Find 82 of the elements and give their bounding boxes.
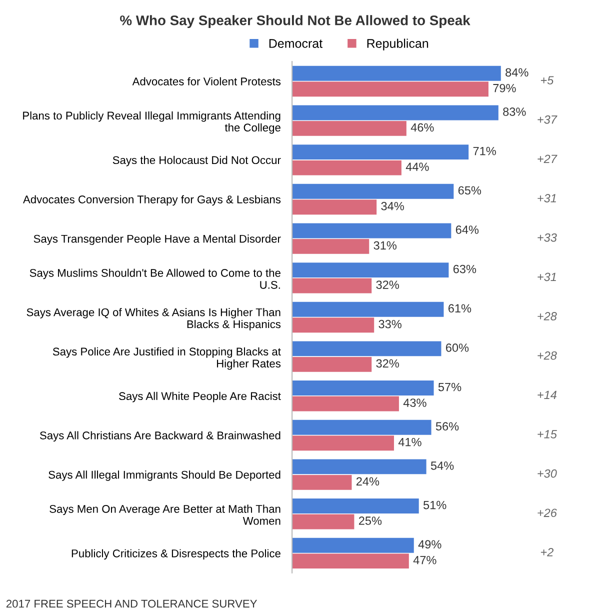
bar bbox=[292, 200, 377, 215]
data-label: 57% bbox=[438, 382, 462, 392]
data-label: 64% bbox=[456, 226, 479, 234]
text: +27 bbox=[538, 154, 558, 163]
text: +28 bbox=[538, 351, 557, 360]
bar bbox=[292, 356, 372, 372]
data-label: 83% bbox=[503, 108, 526, 116]
data-label: 84% bbox=[506, 68, 528, 77]
bar bbox=[292, 66, 501, 81]
text: +31 bbox=[538, 194, 556, 202]
bar bbox=[292, 396, 399, 412]
text: +15 bbox=[538, 430, 557, 438]
data-label: 79% bbox=[493, 84, 516, 92]
y-tick-label: Says Transgender People Have a Mental Disorder bbox=[34, 234, 281, 245]
data-label: 32% bbox=[376, 359, 399, 368]
bar bbox=[292, 105, 498, 120]
bar bbox=[292, 318, 374, 333]
y-tick-label: Says All Christians Are Backward & Brainwashed bbox=[40, 431, 280, 442]
chart-title: % Who Say Speaker Should Not Be Allowed to Speak bbox=[120, 15, 470, 28]
y-tick-label: Plans to Publicly Reveal Illegal Immigrants Attending the College bbox=[23, 111, 280, 134]
text: +33 bbox=[538, 233, 557, 242]
text: +37 bbox=[538, 115, 558, 124]
data-label: 61% bbox=[448, 304, 472, 313]
text: +28 bbox=[538, 312, 557, 320]
bar bbox=[292, 498, 419, 514]
bar bbox=[292, 380, 434, 396]
data-label: 63% bbox=[453, 264, 476, 274]
bar bbox=[292, 238, 370, 254]
data-label: 49% bbox=[418, 540, 442, 549]
bar bbox=[292, 160, 402, 176]
bar bbox=[292, 514, 354, 530]
data-label: 65% bbox=[458, 186, 482, 195]
bar bbox=[292, 436, 394, 451]
data-label: 24% bbox=[356, 477, 380, 486]
data-label: 56% bbox=[436, 422, 459, 431]
bar bbox=[292, 278, 372, 294]
data-label: 33% bbox=[378, 320, 402, 328]
y-tick-label: Says Police Are Justified in Stopping Blacks at Higher Rates bbox=[52, 347, 281, 370]
text: +30 bbox=[538, 469, 557, 478]
bar bbox=[292, 554, 409, 569]
text: +5 bbox=[540, 76, 554, 84]
text: +31 bbox=[538, 272, 556, 282]
bar bbox=[292, 262, 449, 278]
bar bbox=[292, 223, 452, 238]
y-tick-label: Advocates for Violent Protests bbox=[132, 77, 281, 86]
bar bbox=[292, 120, 406, 136]
y-tick-label: Says Muslims Shouldn't Be Allowed to Come to the U.S. bbox=[30, 268, 280, 289]
y-tick-label: Publicly Criticizes & Disrespects the Police bbox=[72, 549, 280, 560]
data-label: 25% bbox=[358, 516, 382, 525]
data-label: 46% bbox=[410, 123, 434, 132]
y-tick-label: Advocates Conversion Therapy for Gays & Lesbians bbox=[23, 195, 281, 206]
bar bbox=[292, 474, 352, 490]
y-tick-label: Says All Illegal Immigrants Should Be Deported bbox=[48, 470, 280, 481]
bar bbox=[292, 538, 414, 553]
data-label: 60% bbox=[446, 344, 469, 352]
data-label: 32% bbox=[376, 280, 399, 289]
data-label: 71% bbox=[473, 146, 496, 156]
legend-label: Democrat bbox=[269, 39, 322, 48]
bar bbox=[292, 82, 488, 97]
y-tick-label: Says Average IQ of Whites & Asians Is Higher Than Blacks & Hispanics bbox=[26, 308, 281, 330]
y-tick-label: Says Men On Average Are Better at Math Than Women bbox=[50, 504, 280, 525]
data-label: 34% bbox=[381, 202, 404, 210]
text: +14 bbox=[538, 390, 556, 399]
y-tick-label: Says All White People Are Racist bbox=[119, 392, 281, 402]
data-label: 41% bbox=[398, 438, 422, 446]
data-label: 54% bbox=[430, 462, 454, 470]
text: +2 bbox=[540, 548, 554, 556]
bar bbox=[292, 144, 469, 160]
legend-label: Republican bbox=[367, 38, 428, 50]
bar bbox=[292, 184, 454, 199]
bar bbox=[292, 341, 442, 356]
bar bbox=[292, 459, 426, 474]
y-tick-label: Says the Holocaust Did Not Occur bbox=[112, 156, 281, 166]
text: 2017 FREE SPEECH AND TOLERANCE SURVEY bbox=[6, 600, 258, 608]
data-label: 47% bbox=[413, 556, 436, 564]
data-label: 51% bbox=[423, 500, 446, 510]
data-label: 31% bbox=[374, 241, 396, 250]
bar bbox=[292, 420, 432, 435]
data-label: 43% bbox=[403, 398, 426, 407]
bar bbox=[292, 302, 444, 317]
data-label: 44% bbox=[406, 162, 429, 171]
text: +26 bbox=[538, 508, 557, 518]
